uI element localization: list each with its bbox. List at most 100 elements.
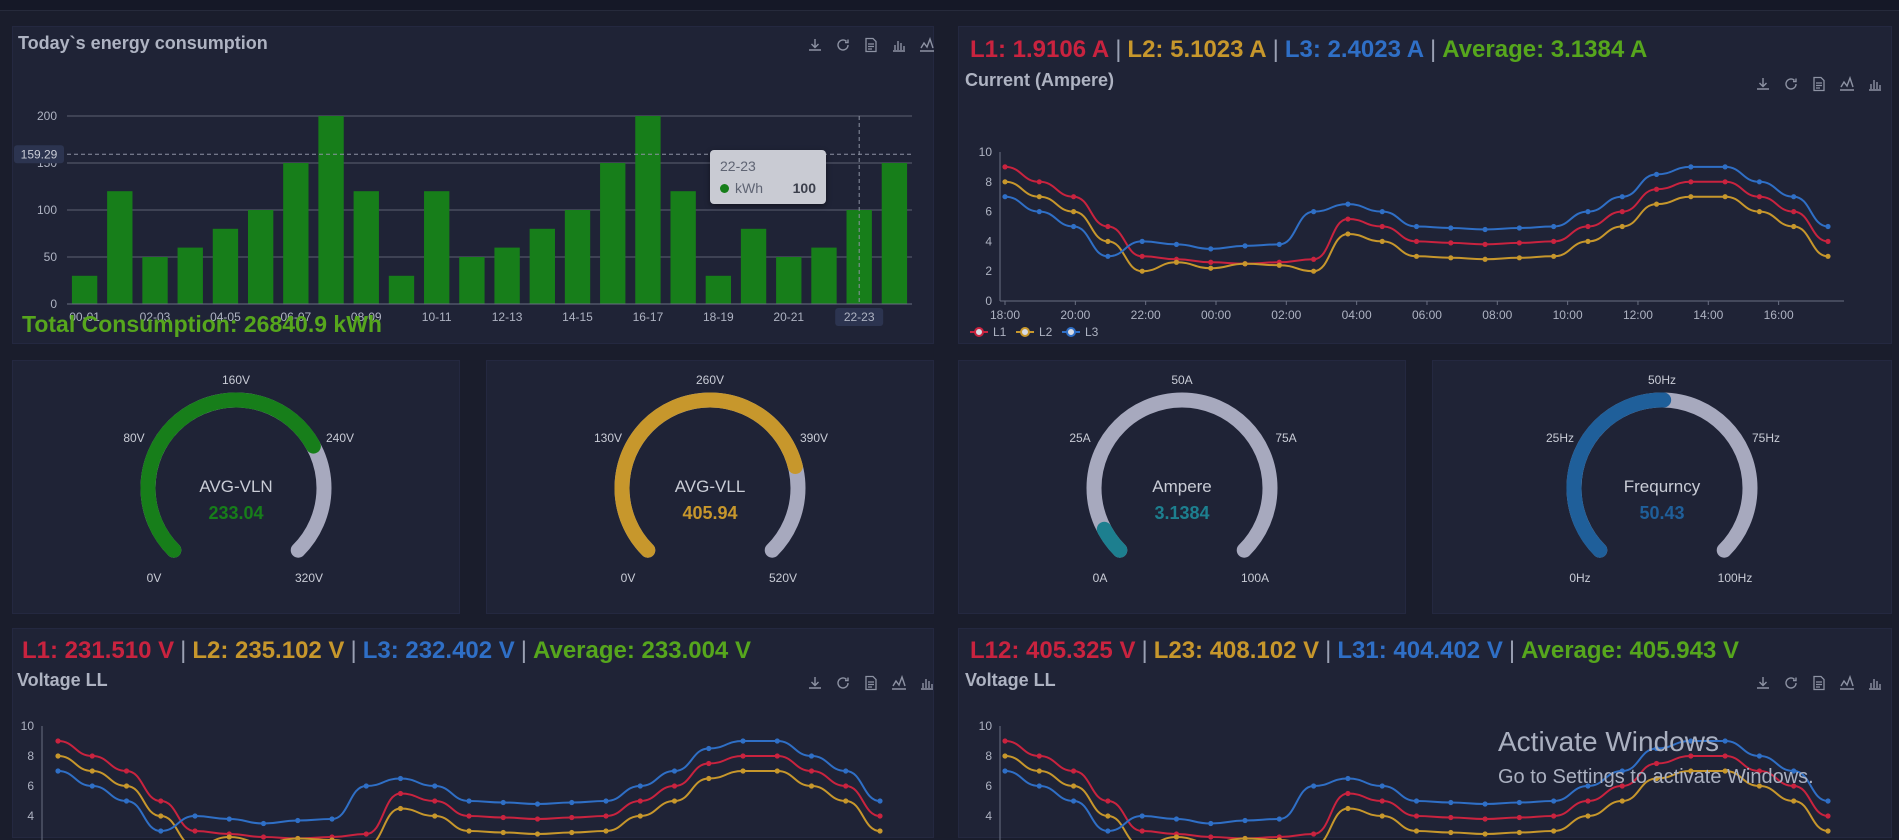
refresh-icon[interactable] bbox=[1782, 674, 1800, 692]
data-point-L31 bbox=[1825, 798, 1831, 804]
data-view-icon[interactable] bbox=[862, 674, 880, 692]
gauge-scale-right: 390V bbox=[800, 431, 828, 445]
bar-20-21[interactable] bbox=[776, 257, 802, 304]
bar-14-15[interactable] bbox=[564, 210, 591, 304]
bar-12-13[interactable] bbox=[494, 247, 520, 304]
y-tick-label: 8 bbox=[985, 175, 992, 189]
data-point-L1 bbox=[843, 783, 849, 789]
data-point-L3 bbox=[500, 799, 506, 806]
axis-pointer-box bbox=[14, 145, 64, 164]
bar-00-01[interactable] bbox=[71, 275, 98, 304]
line-chart-icon[interactable] bbox=[918, 36, 936, 54]
download-icon[interactable] bbox=[1754, 75, 1772, 93]
data-point-L12 bbox=[1516, 814, 1522, 821]
bar-chart-icon[interactable] bbox=[1866, 674, 1884, 692]
legend-item-L1[interactable]: L1 bbox=[970, 325, 1007, 339]
y-tick-label: 100 bbox=[37, 203, 57, 217]
data-point-L1 bbox=[1585, 223, 1591, 230]
bar-07-08[interactable] bbox=[318, 116, 344, 304]
bar-11-12[interactable] bbox=[459, 257, 485, 304]
bar-13-14[interactable] bbox=[529, 228, 555, 304]
data-point-L31 bbox=[1242, 817, 1248, 824]
bar-03-04[interactable] bbox=[177, 247, 203, 304]
bar-09-10[interactable] bbox=[388, 275, 415, 304]
data-view-icon[interactable] bbox=[1810, 75, 1828, 93]
bar-17-18[interactable] bbox=[670, 191, 696, 304]
data-point-L3 bbox=[1036, 209, 1042, 215]
data-point-L3 bbox=[55, 768, 61, 774]
refresh-icon[interactable] bbox=[834, 36, 852, 54]
data-point-L3 bbox=[1139, 238, 1145, 244]
x-tick-label: 04-05 bbox=[210, 310, 241, 324]
data-point-L1 bbox=[1311, 256, 1317, 262]
data-point-L31 bbox=[1173, 816, 1180, 822]
voltage-ln-summary: L1: 231.510 V | L2: 235.102 V | L3: 232.402 … bbox=[22, 637, 751, 664]
legend-item-L3[interactable]: L3 bbox=[1062, 325, 1099, 339]
bar-15-16[interactable] bbox=[600, 163, 626, 304]
top-header-strip bbox=[0, 0, 1899, 11]
watermark-subtitle: Go to Settings to activate Windows. bbox=[1498, 766, 1814, 788]
bar-21-22[interactable] bbox=[811, 247, 837, 304]
line-chart-icon[interactable] bbox=[1838, 674, 1856, 692]
y-tick-label: 4 bbox=[985, 234, 992, 248]
data-point-L23 bbox=[1516, 829, 1522, 836]
y-tick-label: 4 bbox=[27, 809, 34, 823]
bar-02-03[interactable] bbox=[142, 257, 168, 304]
line-chart-icon[interactable] bbox=[890, 674, 908, 692]
bar-chart-icon[interactable] bbox=[1866, 75, 1884, 93]
bar-16-17[interactable] bbox=[635, 116, 661, 304]
data-point-L3 bbox=[706, 745, 712, 752]
data-point-L3 bbox=[1002, 194, 1008, 200]
tooltip-value: 100 bbox=[792, 180, 816, 196]
data-point-L1 bbox=[192, 828, 198, 834]
data-point-L2 bbox=[158, 813, 164, 819]
data-point-L2 bbox=[1688, 194, 1694, 200]
bar-01-02[interactable] bbox=[107, 191, 133, 304]
series-line-L2 bbox=[57, 755, 881, 840]
y-tick-label: 0 bbox=[50, 297, 57, 311]
gauge-title: AVG-VLN bbox=[199, 477, 272, 496]
line-chart-icon[interactable] bbox=[1838, 75, 1856, 93]
data-point-L2 bbox=[432, 813, 438, 819]
download-icon[interactable] bbox=[806, 36, 824, 54]
data-point-L12 bbox=[1619, 783, 1625, 789]
download-icon[interactable] bbox=[1754, 674, 1772, 692]
data-point-L12 bbox=[1208, 834, 1214, 840]
activate-windows-watermark: Activate Windows Go to Settings to activ… bbox=[1498, 726, 1814, 789]
data-point-L1 bbox=[1756, 194, 1763, 200]
data-point-L23 bbox=[1688, 768, 1694, 774]
data-point-L23 bbox=[1379, 813, 1385, 819]
bar-10-11[interactable] bbox=[424, 191, 450, 304]
bar-chart-icon[interactable] bbox=[918, 674, 936, 692]
data-point-L23 bbox=[1756, 783, 1763, 789]
gauge-scale-min: 0A bbox=[1093, 571, 1108, 585]
download-icon[interactable] bbox=[806, 674, 824, 692]
x-tick-label: 22:00 bbox=[1131, 308, 1161, 322]
data-point-L1 bbox=[1619, 209, 1625, 215]
data-point-L2 bbox=[1379, 238, 1385, 244]
legend-item-L2[interactable]: L2 bbox=[1016, 325, 1053, 339]
voltage-ln-card: L1: 231.510 V | L2: 235.102 V | L3: 232.402 … bbox=[12, 628, 936, 840]
x-tick-label: 00-01 bbox=[69, 310, 100, 324]
bar-18-19[interactable] bbox=[705, 275, 732, 304]
bar-08-09[interactable] bbox=[353, 191, 379, 304]
y-tick-label: 6 bbox=[985, 205, 992, 219]
data-point-L31 bbox=[1448, 799, 1454, 806]
refresh-icon[interactable] bbox=[1782, 75, 1800, 93]
bar-06-07[interactable] bbox=[283, 163, 309, 304]
data-point-L31 bbox=[1482, 801, 1488, 807]
data-point-L23 bbox=[1825, 828, 1831, 834]
y-tick-label: 200 bbox=[37, 109, 57, 123]
data-point-L3 bbox=[1105, 253, 1111, 259]
data-point-L1 bbox=[1551, 238, 1557, 244]
bar-05-06[interactable] bbox=[247, 210, 274, 304]
bar-23-24[interactable] bbox=[881, 163, 908, 304]
voltage-l31: L31: 404.402 V bbox=[1337, 637, 1503, 664]
data-view-icon[interactable] bbox=[862, 36, 880, 54]
bar-chart-icon[interactable] bbox=[890, 36, 908, 54]
bar-04-05[interactable] bbox=[212, 228, 239, 304]
bar-19-20[interactable] bbox=[740, 228, 767, 304]
data-point-L1 bbox=[1036, 179, 1042, 185]
data-view-icon[interactable] bbox=[1810, 674, 1828, 692]
refresh-icon[interactable] bbox=[834, 674, 852, 692]
